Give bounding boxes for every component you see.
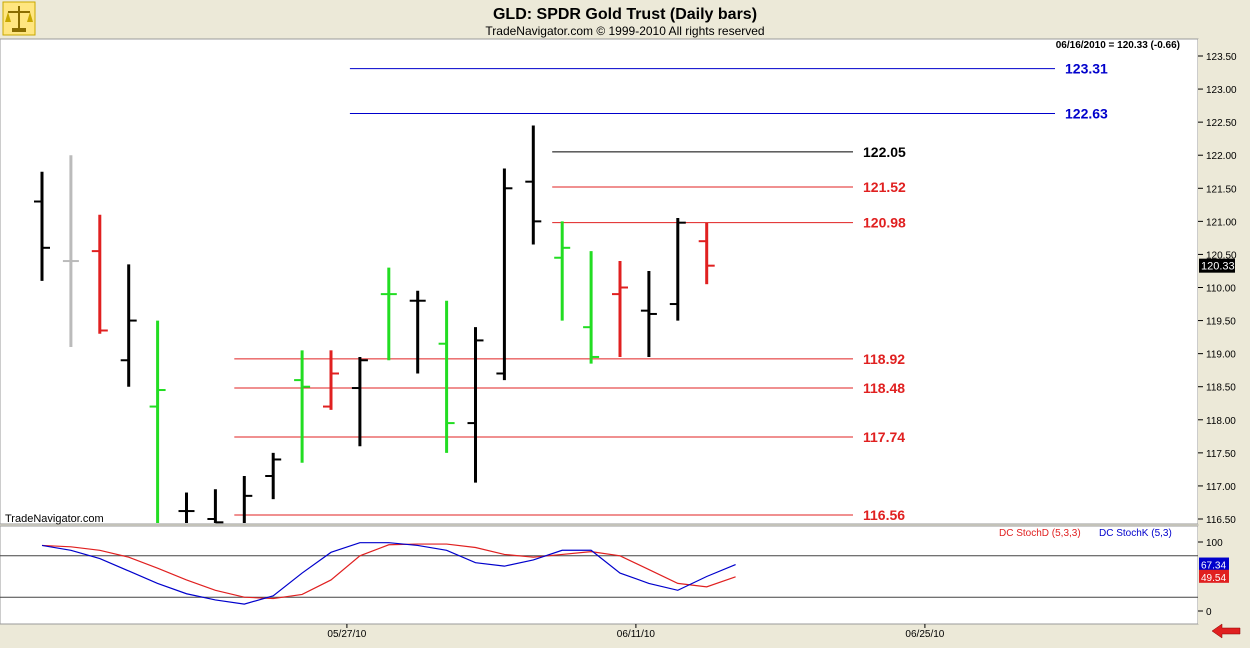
ohlc-bar: [178, 492, 195, 523]
price-tick-label: 123.00: [1206, 85, 1237, 96]
level-label: 120.98: [863, 215, 906, 231]
stoch-line: [41, 542, 736, 605]
price-tick-label: 121.50: [1206, 184, 1237, 195]
price-tick-label: 110.00: [1206, 284, 1236, 295]
stoch-k-value: 67.34: [1201, 561, 1226, 572]
ohlc-bar: [265, 452, 282, 500]
ohlc-bar: [669, 218, 686, 321]
ohlc-bar: [554, 221, 571, 321]
level-label: 117.74: [863, 429, 905, 445]
price-axis: 116.50 117.00 117.50 118.00 118.50 119.00 119.…: [1198, 52, 1237, 526]
level-lines: 123.31 122.63 122.05 121.52 120.98 118.92 118.…: [234, 61, 1108, 523]
stoch-d-value: 49.54: [1201, 573, 1226, 584]
ohlc-bar: [149, 320, 166, 523]
price-tick-label: 122.00: [1206, 151, 1237, 162]
date-tick-label: 06/25/10: [905, 629, 944, 640]
level-label: 122.05: [863, 144, 906, 160]
price-tick-label: 118.00: [1206, 416, 1236, 427]
stoch-tick-label: 100: [1206, 538, 1223, 549]
price-tick-label: 118.50: [1206, 383, 1236, 394]
ohlc-bar: [438, 300, 455, 453]
price-tick-label: 117.50: [1206, 449, 1236, 460]
ohlc-bar: [640, 270, 657, 357]
ohlc-bar: [207, 489, 224, 524]
level-label: 118.48: [863, 380, 905, 396]
scroll-left-arrow-icon[interactable]: [1211, 623, 1241, 639]
price-tick-label: 117.00: [1206, 482, 1236, 493]
ohlc-bar: [242, 476, 253, 523]
level-label: 116.56: [863, 507, 905, 523]
watermark: TradeNavigator.com: [5, 513, 104, 525]
ohlc-bar: [351, 356, 368, 447]
chart-title: GLD: SPDR Gold Trust (Daily bars): [493, 6, 757, 23]
stoch-d-legend: DC StochD (5,3,3): [999, 528, 1081, 539]
stoch-k-value-tag: [1199, 557, 1229, 571]
level-label: 118.92: [863, 351, 905, 367]
ohlc-bar: [698, 222, 715, 285]
level-label: 121.52: [863, 179, 906, 195]
scale-logo-icon: [2, 1, 36, 36]
ohlc-bar: [612, 261, 628, 357]
stoch-line: [41, 543, 736, 600]
date-tick-label: 06/11/10: [617, 629, 656, 640]
ohlc-bar: [294, 350, 311, 463]
date-tick-label: 05/27/10: [327, 629, 366, 640]
stoch-plot-area: [0, 525, 1199, 625]
ohlc-bar: [380, 267, 397, 361]
level-label: 122.63: [1065, 106, 1108, 122]
price-tick-label: 121.00: [1206, 217, 1237, 228]
price-tick-label: 119.00: [1206, 350, 1236, 361]
ohlc-bar: [62, 155, 79, 348]
price-bars: [34, 125, 715, 524]
price-tick-label: 119.50: [1206, 317, 1236, 328]
price-axis-area: [1198, 39, 1250, 524]
ohlc-bar: [467, 327, 484, 483]
last-quote: 06/16/2010 = 120.33 (-0.66): [1056, 40, 1180, 51]
ohlc-bar: [91, 214, 108, 334]
ohlc-bar: [409, 290, 426, 374]
price-tick-label: 116.50: [1206, 515, 1236, 526]
level-label: 123.31: [1065, 61, 1108, 77]
ohlc-bar: [323, 350, 339, 410]
stoch-d-value-tag: [1199, 569, 1229, 583]
last-price-label: 120.33: [1201, 261, 1235, 273]
date-axis: 05/27/10 06/11/10 06/25/10: [327, 624, 945, 640]
last-price-tag: 120.33: [1199, 258, 1235, 273]
ohlc-bar: [583, 251, 600, 364]
price-tick-label: 122.50: [1206, 118, 1237, 129]
chart-subtitle: TradeNavigator.com © 1999-2010 All right…: [485, 24, 764, 38]
price-tick-label: 123.50: [1206, 52, 1237, 63]
stoch-tick-label: 0: [1206, 607, 1212, 618]
ohlc-bar: [34, 171, 50, 281]
ohlc-bar: [525, 125, 542, 245]
ohlc-bar: [120, 264, 137, 387]
price-plot-area: [0, 38, 1199, 525]
ohlc-bar: [496, 168, 513, 381]
price-tick-label: 120.50: [1206, 250, 1237, 261]
stoch-k-legend: DC StochK (5,3): [1099, 528, 1172, 539]
